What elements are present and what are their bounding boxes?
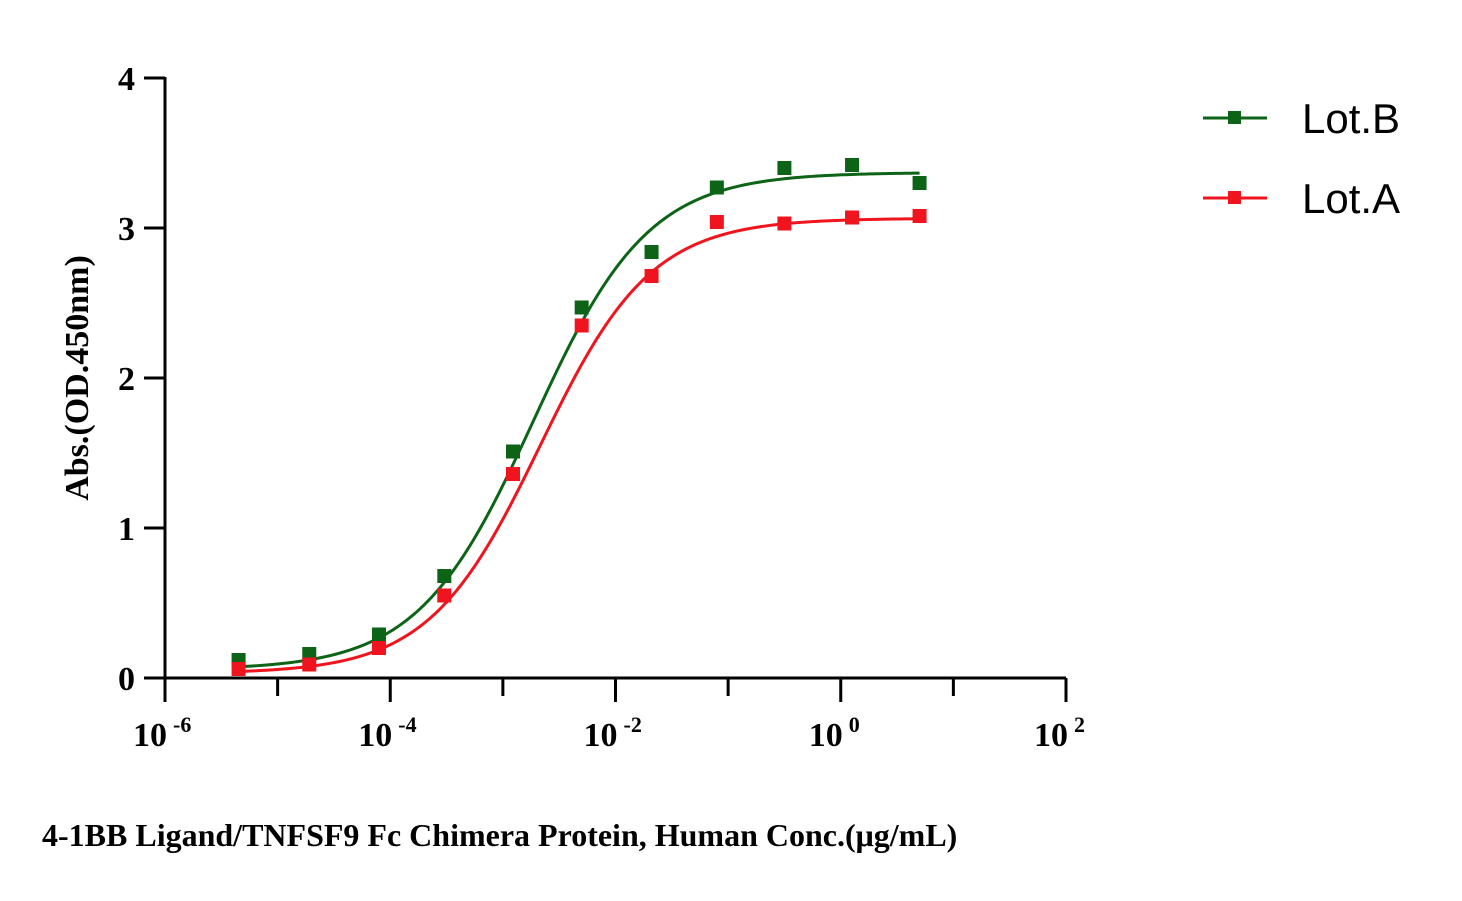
point-lot-b-9: [845, 158, 860, 172]
point-lot-a-3: [437, 588, 452, 603]
x-axis-label: 4-1BB Ligand/TNFSF9 Fc Chimera Protein, …: [42, 817, 957, 853]
point-lot-a-5: [574, 318, 589, 333]
point-lot-b-6: [644, 245, 659, 259]
point-lot-a-6: [644, 269, 659, 283]
y-tick-label-2: 2: [118, 361, 135, 398]
y-tick-label-1: 1: [118, 511, 135, 548]
point-lot-a-7: [709, 215, 724, 229]
legend: Lot.B Lot.A: [1203, 95, 1400, 222]
y-tick-label-3: 3: [118, 211, 135, 248]
fit-curve-lot-b: [238, 171, 920, 669]
point-lot-a-1: [302, 657, 317, 672]
axes: [163, 77, 1066, 680]
x-tick-label-3: 10 0: [809, 712, 860, 754]
point-lot-a-2: [371, 641, 386, 655]
point-lot-a-9: [845, 210, 860, 225]
x-ticks: 10 -6 10 -4 10 -2 10 0 10 2: [133, 678, 1085, 754]
legend-marker-lot-b: [1228, 111, 1241, 124]
legend-label-lot-a: Lot.A: [1302, 175, 1400, 222]
point-lot-b-7: [709, 180, 724, 195]
fit-curve-lot-a: [238, 217, 920, 673]
plot-area: [231, 158, 927, 676]
point-lot-a-0: [231, 662, 246, 676]
point-lot-a-4: [506, 467, 520, 481]
point-lot-b-5: [574, 300, 589, 315]
point-lot-a-10: [912, 209, 927, 223]
point-lot-a-8: [777, 216, 792, 231]
point-lot-b-8: [777, 161, 792, 175]
x-tick-label-4: 10 2: [1034, 712, 1085, 754]
point-lot-b-4: [506, 444, 520, 459]
x-tick-label-1: 10 -4: [358, 712, 416, 754]
y-tick-label-4: 4: [118, 61, 135, 98]
legend-item-lot-b: Lot.B: [1203, 95, 1400, 142]
x-tick-label-0: 10 -6: [133, 712, 191, 754]
point-lot-b-2: [371, 627, 386, 642]
point-lot-b-10: [912, 176, 927, 190]
y-tick-label-0: 0: [118, 661, 135, 698]
y-ticks: 0 1 2 3 4: [118, 61, 165, 698]
legend-item-lot-a: Lot.A: [1203, 175, 1400, 222]
point-lot-b-3: [437, 569, 452, 583]
x-tick-label-2: 10 -2: [584, 712, 642, 754]
y-axis-label: Abs.(OD.450nm): [59, 255, 96, 501]
legend-marker-lot-a: [1228, 191, 1241, 204]
legend-label-lot-b: Lot.B: [1302, 95, 1400, 142]
